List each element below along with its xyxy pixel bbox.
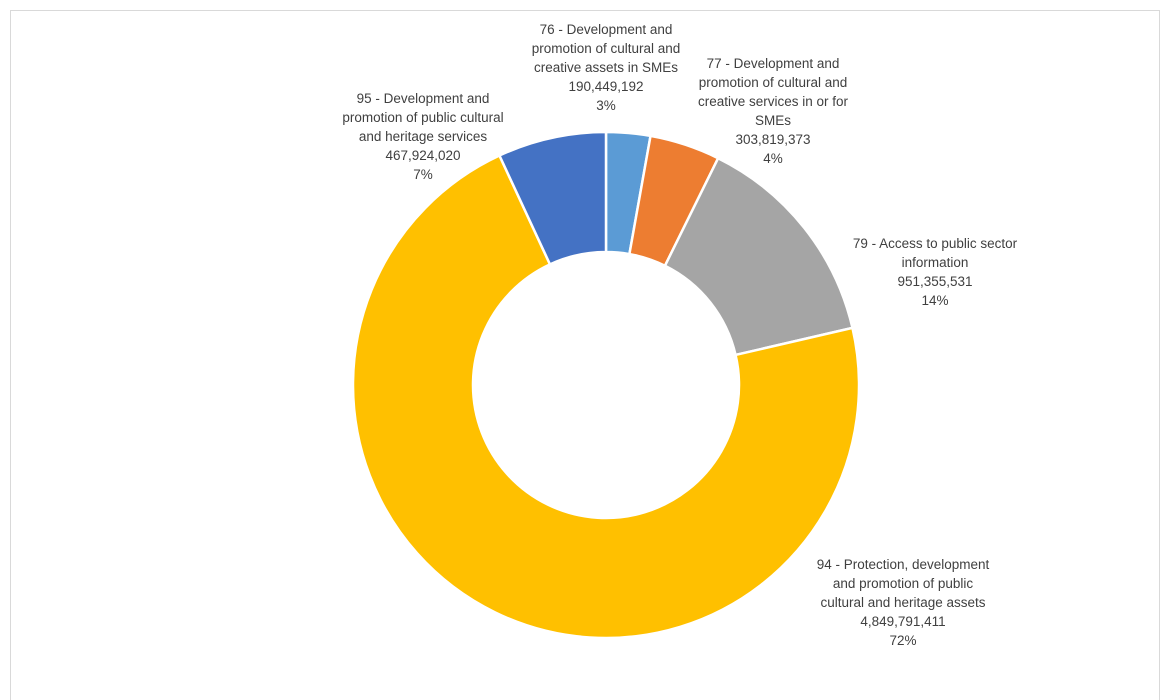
slice-2-label-line-1: 77 - Development and xyxy=(707,56,840,71)
slice-1-label-line-3: creative assets in SMEs xyxy=(534,60,678,75)
slice-1-value-label: 190,449,192 xyxy=(568,79,643,94)
slice-3-value-label: 951,355,531 xyxy=(897,274,972,289)
slice-4-label-line-3: cultural and heritage assets xyxy=(820,595,985,610)
slice-4-label-line-1: 94 - Protection, development xyxy=(817,557,990,572)
slice-5 xyxy=(497,130,608,267)
slice-1-label-line-1: 76 - Development and xyxy=(540,22,673,37)
slice-1-percent-label: 3% xyxy=(596,98,616,113)
slice-5-percent-label: 7% xyxy=(413,167,433,182)
slice-2-label-line-3: creative services in or for xyxy=(698,94,849,109)
slice-3-percent-label: 14% xyxy=(921,293,948,308)
slice-5-label-line-3: and heritage services xyxy=(359,129,488,144)
slice-4-value-label: 4,849,791,411 xyxy=(860,614,945,629)
slices-group xyxy=(351,130,861,640)
slice-5-value-label: 467,924,020 xyxy=(385,148,460,163)
slice-5-label-line-2: promotion of public cultural xyxy=(342,110,503,125)
slice-3-label-line-1: 79 - Access to public sector xyxy=(853,236,1018,251)
labels-group: 76 - Development and promotion of cultura… xyxy=(342,22,1017,648)
slice-3-label-line-2: information xyxy=(902,255,969,270)
slice-4-label-line-2: and promotion of public xyxy=(833,576,974,591)
slice-4 xyxy=(351,153,861,640)
slice-2-label-line-4: SMEs xyxy=(755,113,791,128)
slice-1-label-line-2: promotion of cultural and xyxy=(532,41,681,56)
chart-frame xyxy=(10,10,1160,700)
slice-2-percent-label: 4% xyxy=(763,151,783,166)
slice-4-percent-label: 72% xyxy=(889,633,916,648)
slice-2-label-line-2: promotion of cultural and xyxy=(699,75,848,90)
slice-2-value-label: 303,819,373 xyxy=(735,132,810,147)
slice-5-label-line-1: 95 - Development and xyxy=(357,91,490,106)
